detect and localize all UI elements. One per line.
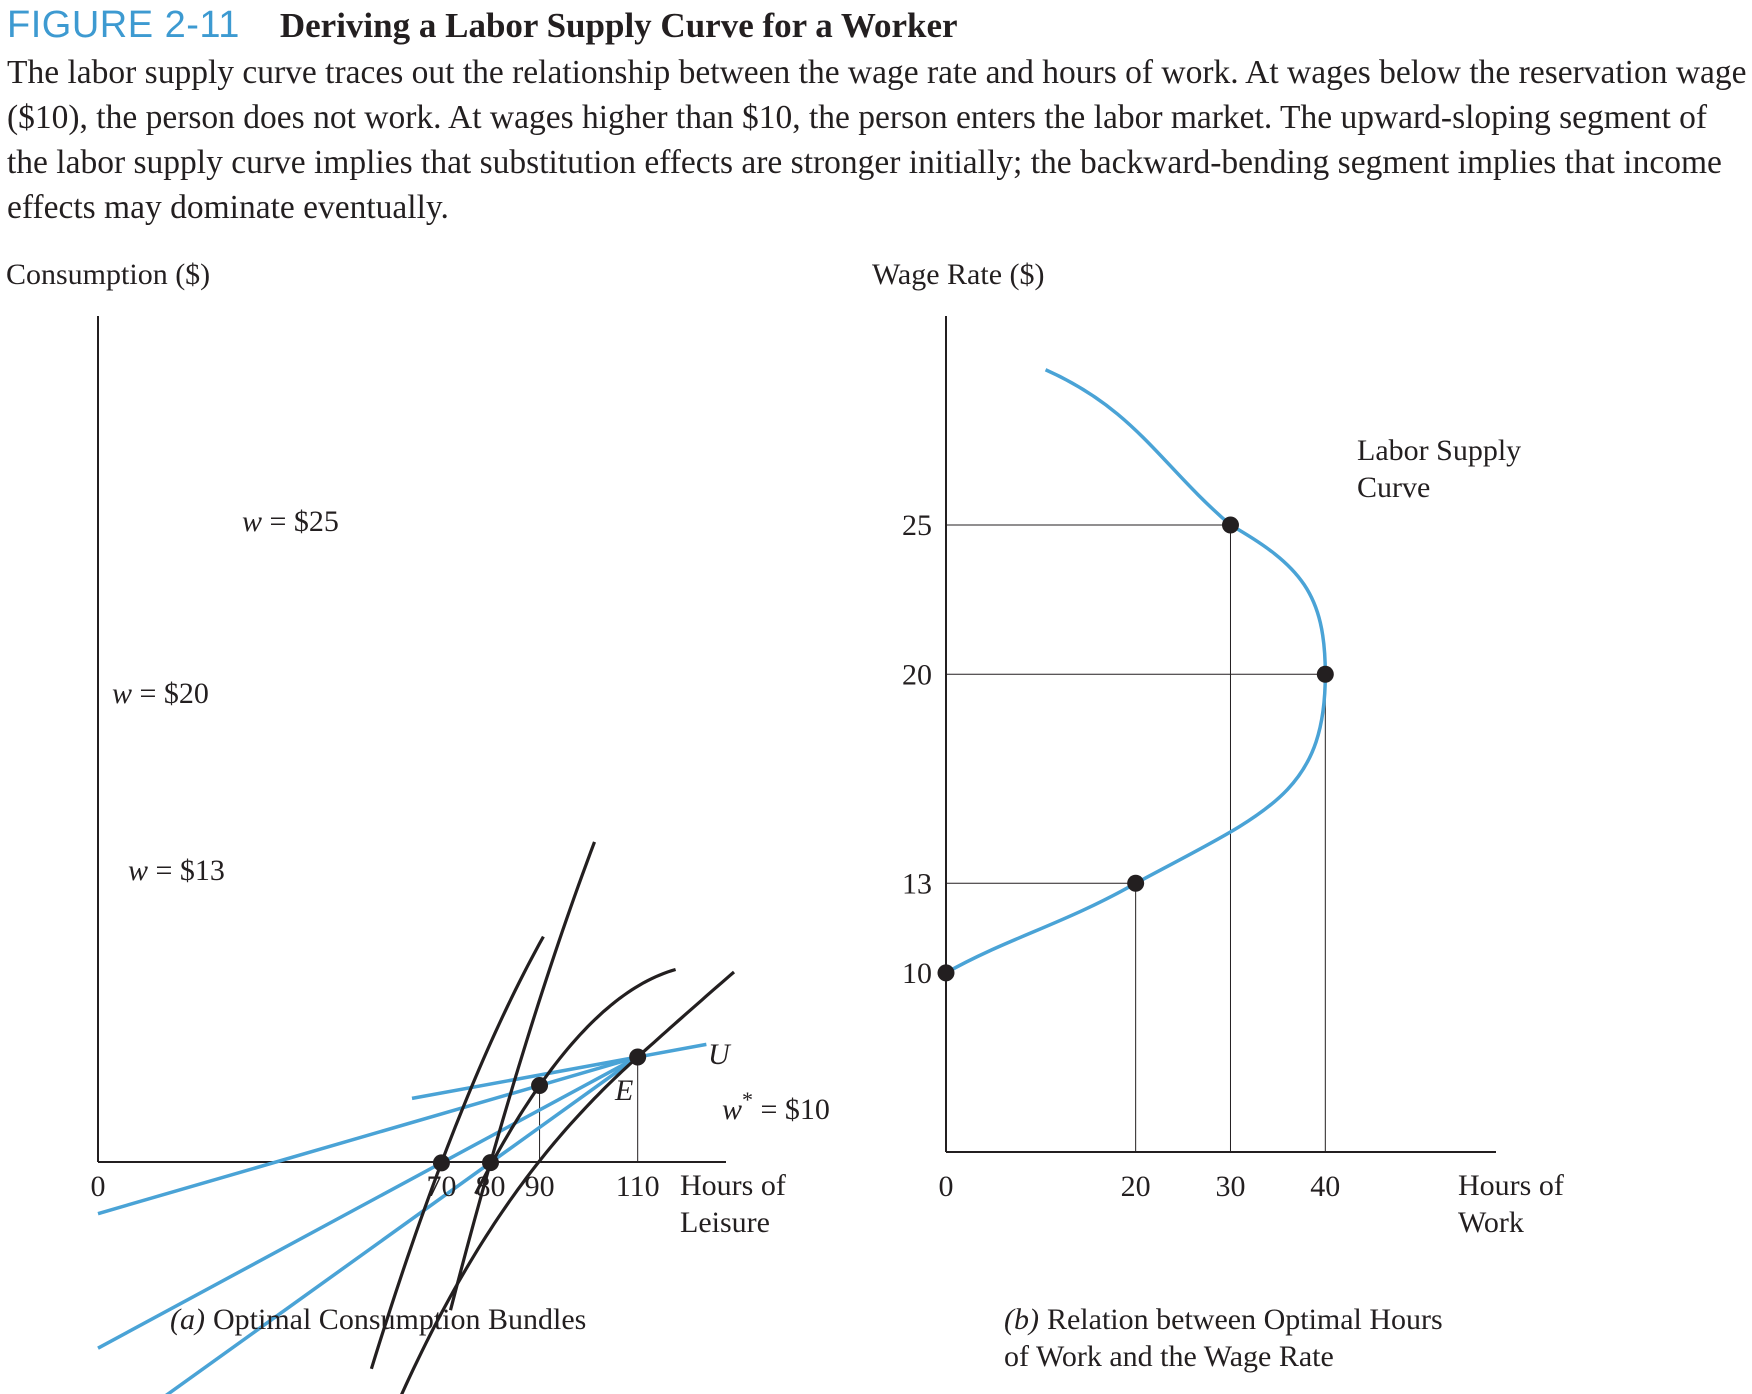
budget-line-w20 [97,1055,639,1350]
indifference-curve-u [400,970,736,1394]
indifference-curve-label: U [708,1038,732,1071]
panel-a-x-axis-label-line1: Hours of [680,1169,786,1202]
budget-line-label-w13: w = $13 [128,854,225,887]
labor-supply-point-20-13 [1127,874,1145,892]
budget-line-w10 [411,1042,707,1101]
panel-b-points [937,516,1334,982]
indifference-curve-w13 [474,967,677,1195]
panel-a-budget-lines [97,1042,707,1394]
optimal-point-w13 [531,1076,549,1094]
endowment-point [629,1048,647,1066]
panel-a-x-tick-110: 110 [616,1170,660,1203]
optimal-point-w20 [432,1154,450,1172]
labor-supply-curve-label-line2: Curve [1357,471,1430,504]
labor-supply-curve-label-line1: Labor Supply [1357,434,1521,467]
labor-supply-curve [945,368,1328,975]
panel-a-x-axis-label-line2: Leisure [680,1206,770,1239]
panel-b-x-tick-0: 0 [939,1170,954,1203]
labor-supply-point-40-20 [1316,665,1334,683]
panel-b-x-tick-20: 20 [1121,1170,1151,1203]
panel-b-x-tick-30: 30 [1215,1170,1245,1203]
panel-b-y-tick-13: 13 [902,867,932,900]
panel-b-y-tick-25: 25 [902,509,932,542]
indifference-curve-w25 [448,841,596,1311]
panel-a-y-axis-label: Consumption ($) [6,258,210,291]
panel-b-title-line2: of Work and the Wage Rate [1004,1340,1334,1373]
panel-a: Consumption ($) 0 70 80 90 110 w = $25 w = $… [6,258,830,1394]
budget-line-w13 [97,1055,639,1216]
panel-a-x-tick-70: 70 [426,1170,456,1203]
budget-line-label-w10: w* = $10 [722,1087,830,1126]
budget-line-label-w25: w = $25 [242,505,339,538]
panel-b-guide-lines [946,524,1326,1152]
labor-supply-point-0-10 [937,964,955,982]
panel-a-x-tick-80: 80 [476,1170,506,1203]
panel-a-title: (a) Optimal Consumption Bundles [170,1303,586,1336]
figure-title: Deriving a Labor Supply Curve for a Work… [279,6,958,45]
figure-header: FIGURE 2-11 Deriving a Labor Supply Curve… [7,4,958,47]
figure-label: FIGURE 2-11 [7,4,240,46]
indifference-curve-w20 [369,935,545,1370]
panel-b-y-tick-10: 10 [902,957,932,990]
optimal-point-w25 [482,1154,499,1172]
panel-a-points [432,1048,647,1172]
budget-line-w25 [165,1055,639,1394]
panel-b-y-axis-label: Wage Rate ($) [872,258,1045,291]
figure-caption: The labor supply curve traces out the re… [7,54,1747,226]
panel-b-x-axis-label-line1: Hours of [1458,1169,1564,1202]
panel-a-indifference-curves [369,841,736,1394]
panel-b-x-axis-label-line2: Work [1458,1206,1524,1239]
panel-b-y-tick-20: 20 [902,658,932,691]
panel-b: Wage Rate ($) 0 20 30 40 10 13 20 25 Labor Supp… [872,258,1564,1373]
panel-a-x-tick-0: 0 [91,1170,106,1203]
panel-b-title-line1: (b) Relation between Optimal Hours [1004,1303,1443,1336]
budget-line-label-w20: w = $20 [112,677,209,710]
panel-a-x-ticks: 0 70 80 90 110 [91,1170,660,1203]
endowment-label: E [614,1074,633,1107]
panel-b-ticks: 0 20 30 40 10 13 20 25 [902,509,1340,1203]
panel-b-x-tick-40: 40 [1310,1170,1340,1203]
panel-a-x-tick-90: 90 [525,1170,555,1203]
labor-supply-point-30-25 [1221,516,1239,534]
